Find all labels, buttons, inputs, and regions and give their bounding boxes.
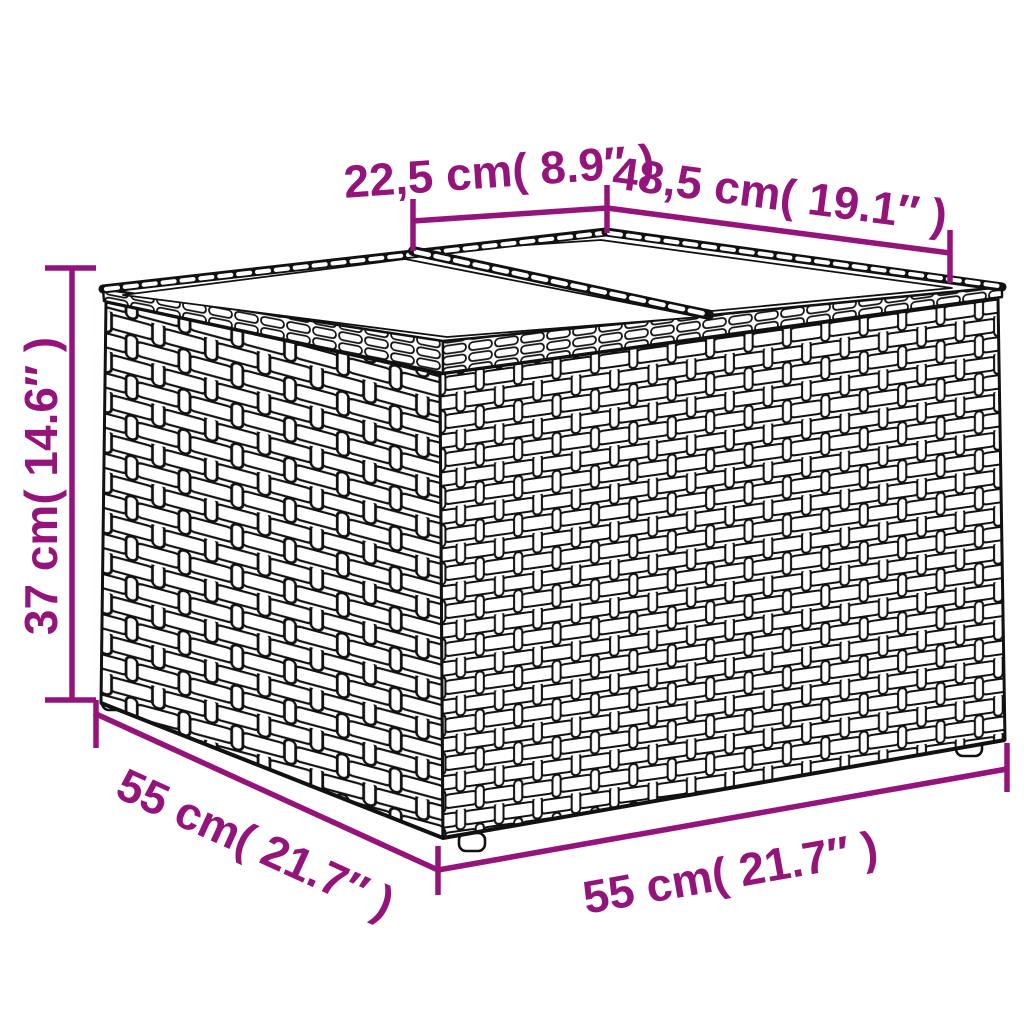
dimension-line [412, 205, 608, 224]
dimension-annotations [45, 185, 1010, 895]
dimension-line [606, 205, 951, 256]
back-left-edge-weave [103, 230, 606, 292]
dimension-height [45, 265, 96, 703]
dimension-top-panel-length [606, 205, 953, 283]
back-right-edge-weave [606, 230, 1002, 289]
dimension-line [92, 710, 440, 873]
glass-divider-weave [413, 249, 709, 317]
body-bottom-edge [100, 701, 1006, 840]
dimension-line [437, 766, 1008, 873]
dimension-width [437, 743, 1010, 873]
tabletop-woven-edges [98, 227, 1007, 320]
dimension-depth [92, 700, 441, 895]
rattan-table-illustration [98, 227, 1007, 853]
label-height: 37 cm( 14.6″ ) [15, 337, 67, 635]
